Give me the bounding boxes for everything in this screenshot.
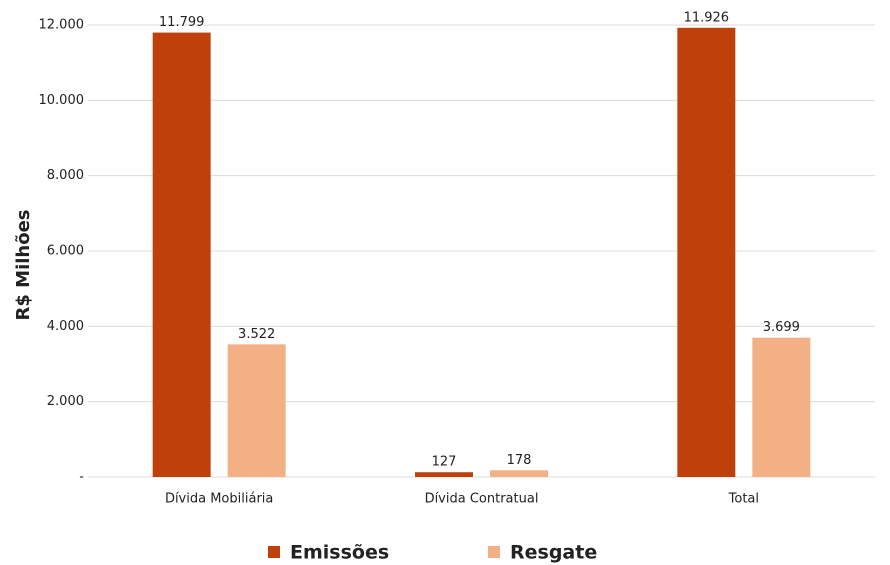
y-tick-label: 12.000 bbox=[39, 18, 85, 33]
bar bbox=[490, 470, 548, 477]
y-tick-label: 6.000 bbox=[47, 244, 84, 259]
bar bbox=[677, 27, 736, 478]
value-label: 3.522 bbox=[238, 327, 275, 342]
y-axis-label: R$ Milhões bbox=[13, 209, 34, 320]
value-label: 127 bbox=[432, 455, 457, 470]
bar bbox=[752, 337, 811, 477]
bar bbox=[415, 472, 473, 477]
value-label: 3.699 bbox=[763, 320, 800, 335]
value-label: 11.926 bbox=[684, 10, 730, 25]
value-label: 11.799 bbox=[159, 15, 205, 30]
legend-swatch bbox=[268, 546, 280, 558]
x-tick-label: Total bbox=[728, 492, 759, 507]
y-tick-label: 2.000 bbox=[47, 394, 84, 409]
bar bbox=[227, 344, 286, 477]
x-tick-label: Dívida Contratual bbox=[425, 492, 539, 507]
bar bbox=[152, 32, 211, 478]
value-label: 178 bbox=[507, 453, 532, 468]
legend-text: Emissões bbox=[290, 542, 389, 564]
legend-swatch bbox=[488, 546, 500, 558]
x-tick-label: Dívida Mobiliária bbox=[165, 492, 273, 507]
y-tick-label: 4.000 bbox=[47, 319, 84, 334]
y-tick-label: 10.000 bbox=[39, 93, 85, 108]
y-tick-label: 8.000 bbox=[47, 168, 84, 183]
y-tick-label: - bbox=[79, 470, 84, 485]
legend-text: Resgate bbox=[510, 542, 597, 564]
